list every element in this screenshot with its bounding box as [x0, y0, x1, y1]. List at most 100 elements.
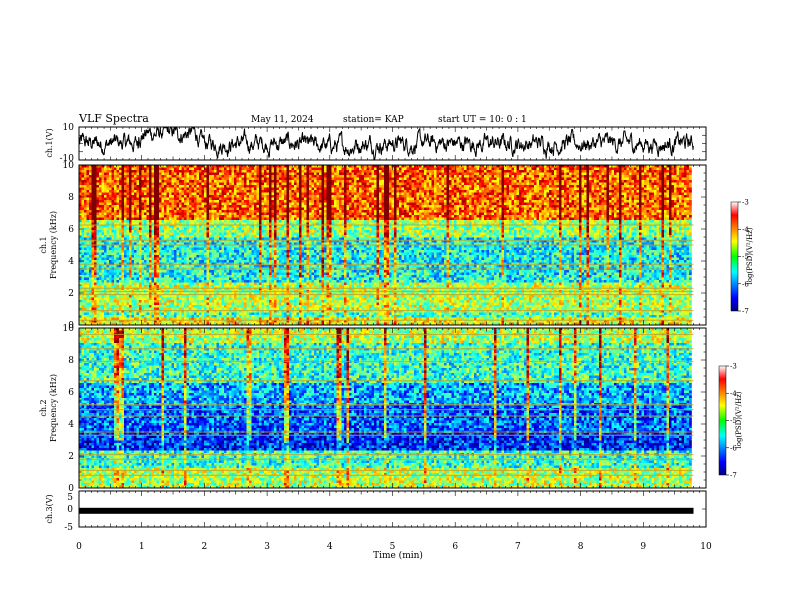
spectrogram-cell — [449, 168, 452, 171]
spectrogram-cell — [454, 170, 457, 173]
spectrogram-cell — [499, 173, 502, 176]
spectrogram-cell — [187, 168, 190, 171]
spectrogram-cell — [389, 175, 392, 178]
spectrogram-cell — [329, 168, 332, 171]
spectrogram-cell — [567, 170, 570, 173]
spectrogram-cell — [667, 170, 670, 173]
spectrogram-cell — [252, 175, 255, 178]
spectrogram-cell — [359, 170, 362, 173]
spectrogram-cell — [312, 168, 315, 171]
spectrogram-cell — [682, 173, 685, 176]
spectrogram-cell — [409, 170, 412, 173]
spectrogram-cell — [217, 170, 220, 173]
spectrogram-cell — [269, 168, 272, 171]
spectrogram-cell — [689, 173, 692, 176]
spectrogram-cell — [164, 170, 167, 173]
spectrogram-cell — [302, 170, 305, 173]
spectrogram-cell — [432, 170, 435, 173]
spectrogram-cell — [442, 175, 445, 178]
spectrogram-cell — [532, 170, 535, 173]
spectrogram-cell — [307, 170, 310, 173]
spectrogram-cell — [662, 173, 665, 176]
spectrogram-cell — [244, 168, 247, 171]
spectrogram-cell — [412, 170, 415, 173]
spectrogram-cell — [624, 173, 627, 176]
spectrogram-cell — [662, 170, 665, 173]
spectrogram-cell — [469, 170, 472, 173]
spectrogram-cell — [322, 173, 325, 176]
spectrogram-cell — [82, 173, 85, 176]
spectrogram-cell — [432, 168, 435, 171]
spectrogram-cell — [452, 173, 455, 176]
spectrogram-cell — [314, 168, 317, 171]
spectrogram-cell — [649, 173, 652, 176]
spectrogram-cell — [222, 168, 225, 171]
spectrogram-cell — [87, 168, 90, 171]
spectrogram-cell — [212, 175, 215, 178]
spectrogram-cell — [189, 168, 192, 171]
spectrogram-cell — [139, 168, 142, 171]
ch1-spectrogram-panel: 0246810 ch.1 Frequency (kHz) — [39, 161, 706, 331]
spectrogram-cell — [419, 173, 422, 176]
spectrogram-cell — [297, 175, 300, 178]
spectrogram-cell — [287, 170, 290, 173]
spectrogram-cell — [597, 170, 600, 173]
spectrogram-cell — [254, 170, 257, 173]
spectrogram-cell — [332, 168, 335, 171]
spectrogram-cell — [594, 175, 597, 178]
spectrogram-cell — [309, 168, 312, 171]
spectrogram-cell — [644, 173, 647, 176]
spectrogram-cell — [199, 170, 202, 173]
spectrogram-cell — [152, 168, 155, 171]
spectrogram-cell — [327, 175, 330, 178]
spectrogram-cell — [292, 173, 295, 176]
spectrogram-cell — [404, 170, 407, 173]
spectrogram-cell — [669, 170, 672, 173]
spectrogram-cell — [414, 175, 417, 178]
spectrogram-cell — [224, 168, 227, 171]
spectrogram-cell — [284, 170, 287, 173]
spectrogram-cell — [189, 175, 192, 178]
spectrogram-cell — [282, 168, 285, 171]
spectrogram-cell — [382, 168, 385, 171]
spectrogram-cell — [339, 170, 342, 173]
spectrogram-cell — [449, 173, 452, 176]
spectrogram-cell — [567, 173, 570, 176]
spectrogram-cell — [559, 168, 562, 171]
spectrogram-cell — [132, 173, 135, 176]
spectrogram-cell — [664, 170, 667, 173]
spectrogram-cell — [312, 170, 315, 173]
spectrogram-cell — [429, 168, 432, 171]
spectrogram-cell — [677, 170, 680, 173]
spectrogram-cell — [284, 168, 287, 171]
spectrogram-cell — [427, 175, 430, 178]
spectrogram-cell — [337, 175, 340, 178]
spectrogram-cell — [534, 170, 537, 173]
spectrogram-cell — [489, 175, 492, 178]
spectrogram-cell — [257, 170, 260, 173]
spectrogram-cell — [512, 173, 515, 176]
spectrogram-cell — [277, 175, 280, 178]
spectrogram-cell — [564, 173, 567, 176]
spectrogram-cell — [574, 168, 577, 171]
spectrogram-cell — [227, 168, 230, 171]
spectrogram-cell — [529, 168, 532, 171]
spectrogram-cell — [259, 173, 262, 176]
spectrogram-cell — [312, 175, 315, 178]
spectrogram-cell — [422, 170, 425, 173]
spectrogram-cell — [632, 168, 635, 171]
spectrogram-cell — [524, 168, 527, 171]
spectrogram-cell — [394, 175, 397, 178]
spectrogram-cell — [567, 175, 570, 178]
spectrogram-cell — [132, 175, 135, 178]
spectrogram-cell — [147, 175, 150, 178]
spectrogram-cell — [157, 175, 160, 178]
spectrogram-cell — [277, 173, 280, 176]
spectrogram-cell — [229, 168, 232, 171]
spectrogram-cell — [119, 175, 122, 178]
spectrogram-cell — [402, 168, 405, 171]
spectrogram-cell — [142, 175, 145, 178]
spectrogram-cell — [164, 168, 167, 171]
spectrogram-cell — [579, 175, 582, 178]
spectrogram-cell — [102, 170, 105, 173]
